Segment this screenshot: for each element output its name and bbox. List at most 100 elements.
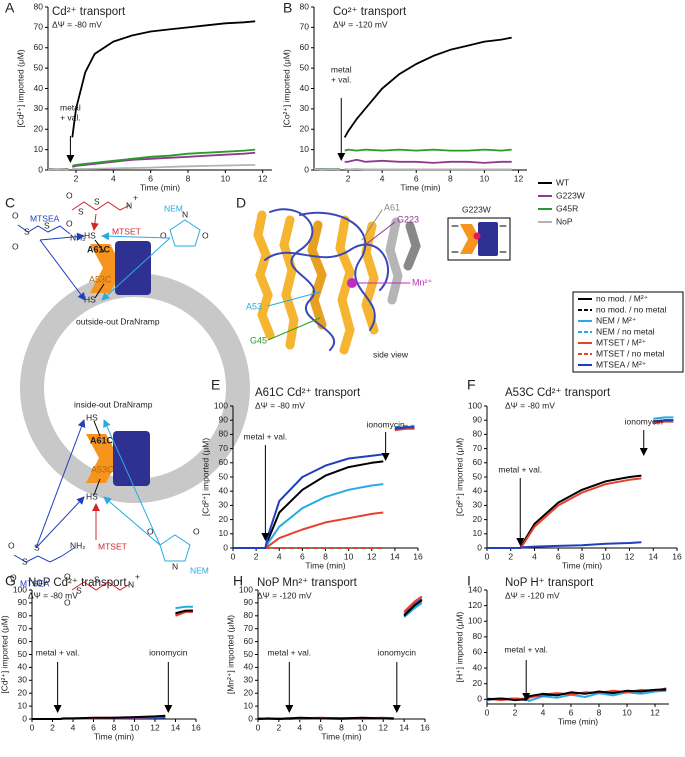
x-tick-label: 14: [390, 551, 400, 561]
atom: O: [147, 526, 154, 536]
y-tick-label: 30: [18, 675, 28, 685]
x-tick-label: 0: [30, 722, 35, 732]
y-tick-label: 30: [244, 675, 254, 685]
panel-label: F: [467, 377, 476, 393]
x-tick-label: 10: [130, 722, 140, 732]
annotation: metal + val.: [244, 431, 288, 441]
series-line: [233, 426, 415, 549]
y-tick-label: 40: [219, 485, 229, 495]
y-tick-label: 120: [468, 600, 482, 610]
series-line: [314, 148, 512, 170]
y-tick-label: 50: [300, 62, 310, 72]
y-tick-label: 140: [468, 584, 482, 594]
atom: O: [64, 597, 71, 607]
residue: A61C: [87, 244, 111, 254]
y-tick-label: 20: [244, 687, 254, 697]
y-tick-label: 40: [18, 662, 28, 672]
y-tick-label: 100: [468, 400, 482, 410]
x-tick-label: 10: [344, 551, 354, 561]
inset-title: G223W: [462, 204, 491, 214]
legend-label: NEM / M²⁺: [596, 315, 637, 325]
x-tick-label: 8: [186, 173, 191, 183]
y-tick-label: 100: [239, 584, 253, 594]
annotation: ionomycin: [149, 647, 188, 657]
series-line: [487, 419, 674, 549]
helix: [335, 215, 355, 355]
atom: +: [135, 571, 140, 581]
atom: N: [126, 200, 132, 210]
series-line: [47, 20, 256, 171]
diagram-c: HS A61C A53C HS outside-out DraNramp ins…: [8, 190, 250, 607]
legend-label: no mod. / M²⁺: [596, 293, 649, 303]
x-tick-label: 10: [221, 173, 231, 183]
panel-label: B: [283, 0, 292, 16]
x-tick-label: 4: [111, 173, 116, 183]
y-tick-label: 60: [300, 42, 310, 52]
series-line: [653, 416, 674, 420]
chart-title: Co²⁺ transport: [333, 6, 407, 18]
reagent-label: MTSET: [98, 541, 127, 551]
arrow: [90, 213, 99, 231]
helix: [385, 217, 403, 305]
x-tick-label: 0: [485, 551, 490, 561]
y-tick-label: 0: [477, 694, 482, 704]
x-tick-label: 8: [112, 722, 117, 732]
x-tick-label: 14: [649, 551, 659, 561]
panel-label: A: [5, 0, 15, 16]
panel-label: G: [5, 573, 16, 589]
x-tick-label: 12: [379, 722, 389, 732]
series-line: [233, 427, 415, 549]
legend-label: MTSET / M²⁺: [596, 337, 647, 347]
mutation-dot: [473, 232, 481, 240]
x-tick-label: 8: [448, 173, 453, 183]
y-tick-label: 40: [473, 485, 483, 495]
mtset-structure: [71, 201, 131, 211]
atom: O: [193, 526, 200, 536]
thiol: HS: [86, 412, 98, 422]
annotation: metal + val.: [504, 644, 548, 654]
y-tick-label: 100: [214, 400, 228, 410]
helix: [307, 220, 327, 330]
y-tick-label: 70: [473, 443, 483, 453]
y-tick-label: 60: [219, 457, 229, 467]
annotation: metal + val.: [267, 647, 311, 657]
y-tick-label: 70: [34, 22, 44, 32]
x-tick-label: 10: [480, 173, 490, 183]
x-tick-label: 2: [508, 551, 513, 561]
x-tick-label: 6: [414, 173, 419, 183]
vesicle-label: outside-out DraNramp: [76, 316, 160, 326]
y-axis-label: [Cd²⁺] imported (μM): [200, 438, 210, 517]
chart-subtitle: ΔΨ = -80 mV: [255, 400, 305, 410]
x-tick-label: 4: [541, 707, 546, 717]
x-tick-label: 8: [597, 707, 602, 717]
ribbon: [264, 208, 390, 351]
annotation: metal + val.: [36, 647, 80, 657]
atom: O: [12, 241, 19, 251]
bond: [93, 420, 101, 437]
y-tick-label: 70: [244, 623, 254, 633]
y-tick-label: 80: [34, 1, 44, 11]
panel-label: E: [211, 377, 220, 393]
x-tick-label: 14: [171, 722, 181, 732]
helix: [279, 215, 299, 350]
residue: A61C: [90, 435, 114, 445]
x-tick-label: 10: [622, 707, 632, 717]
chart-title: A61C Cd²⁺ transport: [255, 387, 361, 399]
reagent-label: NEM: [190, 565, 209, 575]
series-line: [487, 419, 674, 549]
residue-label: G223: [397, 214, 419, 224]
arrow: [39, 232, 85, 241]
x-tick-label: 2: [277, 722, 282, 732]
y-tick-label: 50: [219, 471, 229, 481]
y-tick-label: 20: [34, 124, 44, 134]
thiol: HS: [84, 294, 96, 304]
chart-title: NoP Cd²⁺ transport: [28, 577, 127, 589]
atom: S: [76, 585, 82, 595]
series-line: [233, 426, 415, 549]
y-tick-label: 20: [219, 514, 229, 524]
reagent-label: MTSEA: [30, 213, 60, 223]
y-tick-label: 0: [304, 164, 309, 174]
x-axis-label: Time (min): [94, 731, 134, 741]
x-tick-label: 12: [625, 551, 635, 561]
